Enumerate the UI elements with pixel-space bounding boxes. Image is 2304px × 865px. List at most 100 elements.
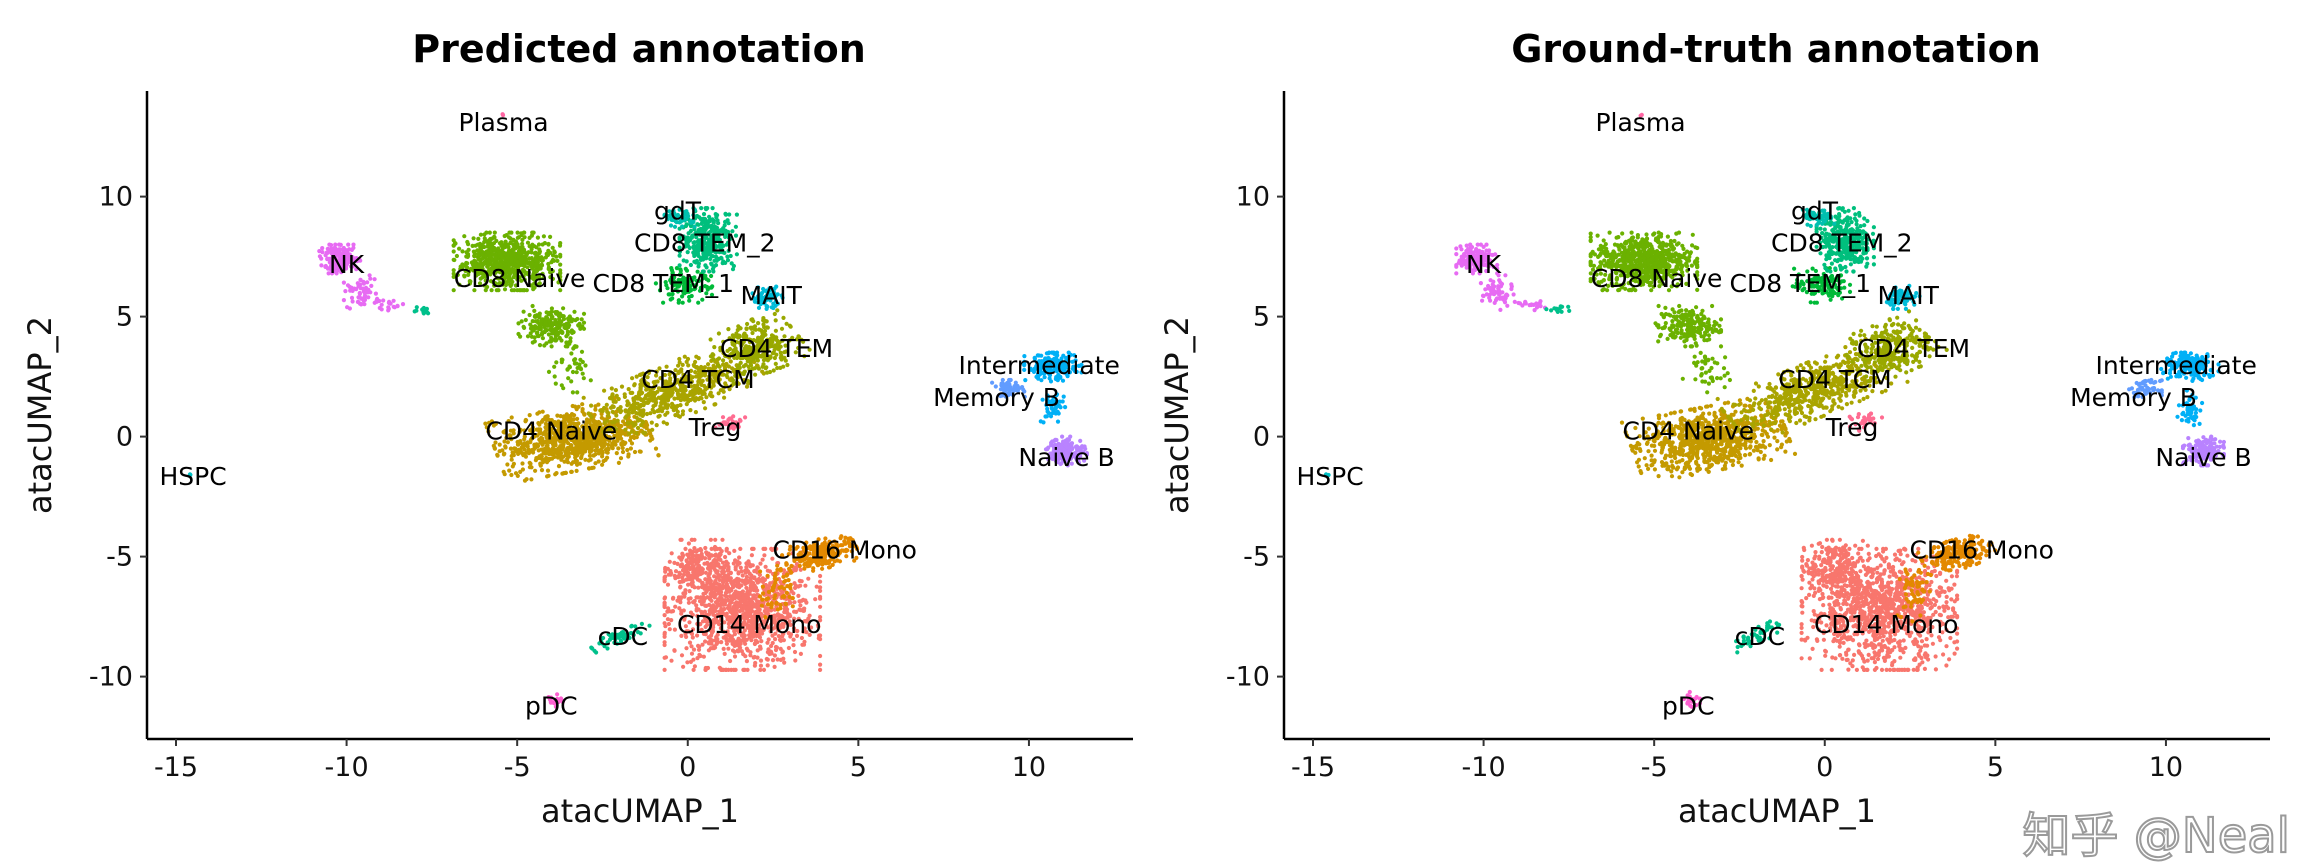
point-cd14-mono (769, 626, 774, 631)
point-cd14-mono (738, 565, 743, 570)
point-cd14-mono (699, 602, 705, 607)
point-cd8-naive (505, 255, 510, 260)
point-cd14-mono (713, 537, 718, 542)
point-cd8-tem-2 (710, 206, 715, 211)
point-cd16-mono (782, 586, 787, 591)
point-cd14-mono (715, 599, 720, 605)
point-cd14-mono (735, 605, 740, 610)
point-cd14-mono (767, 651, 772, 657)
point-cd14-mono (762, 553, 767, 558)
point-cd4-naive (565, 460, 571, 465)
point-cd14-mono (742, 616, 747, 621)
point-cd14-mono (715, 632, 720, 637)
point-cd14-mono (715, 619, 720, 624)
point-cd4-naive (578, 446, 583, 452)
point-cd14-mono (736, 649, 741, 654)
point-cd8-naive (464, 254, 469, 259)
point-cd16-mono (773, 571, 778, 576)
point-cd8-naive (563, 344, 568, 349)
point-cd4-naive (515, 473, 520, 478)
point-cd8-naive (494, 238, 499, 243)
point-cd8-naive (566, 316, 571, 321)
point-cd14-mono (769, 622, 774, 627)
point-cd14-mono (792, 581, 797, 586)
point-cd14-mono (818, 588, 823, 594)
point-cd14-mono (689, 644, 694, 649)
point-cd14-mono (801, 597, 806, 603)
point-cd8-naive (500, 255, 505, 260)
point-cd14-mono (791, 626, 797, 631)
point-cd4-naive (587, 453, 593, 458)
point-cd4-tcm (634, 415, 639, 420)
point-cd4-tem (761, 322, 766, 327)
point-cd4-naive (589, 448, 594, 453)
point-cd14-mono (689, 556, 694, 561)
point-cd4-naive (619, 442, 625, 447)
point-cd8-naive (490, 236, 495, 241)
point-cd14-mono (818, 653, 823, 659)
point-cd4-naive (623, 432, 628, 437)
point-cd4-naive (625, 447, 630, 453)
point-cd14-mono (741, 623, 746, 628)
point-cd8-naive (540, 336, 546, 341)
point-cd14-mono (757, 635, 763, 640)
point-cd8-naive (549, 344, 554, 349)
point-cd14-mono (765, 663, 770, 668)
point-cd14-mono (695, 595, 701, 600)
point-cd14-mono (748, 576, 753, 581)
point-cd14-mono (790, 551, 795, 556)
point-cd8-naive (571, 330, 576, 335)
point-cd8-naive (466, 242, 471, 247)
point-cd14-mono (751, 593, 756, 598)
point-cd4-tem (773, 328, 779, 333)
point-cd14-mono (689, 537, 695, 542)
point-cd14-mono (721, 635, 726, 640)
point-cd4-naive (529, 477, 534, 482)
point-cd14-mono (722, 620, 727, 625)
point-cd14-mono (754, 605, 760, 610)
point-cd14-mono (765, 657, 770, 662)
point-cd4-tcm (688, 408, 693, 413)
point-cd14-mono (705, 560, 710, 566)
point-cd14-mono (744, 585, 749, 591)
point-cd14-mono (747, 629, 753, 634)
point-cd14-mono (683, 546, 688, 552)
point-cd8-tem-2 (712, 258, 717, 263)
point-cd14-mono (691, 564, 696, 569)
point-cd14-mono (758, 622, 763, 627)
point-cd14-mono (703, 619, 709, 624)
point-cd14-mono (731, 581, 736, 587)
point-cd14-mono (737, 592, 742, 597)
point-cd14-mono (689, 581, 695, 586)
point-cd14-mono (779, 616, 784, 622)
point-cd14-mono (688, 630, 694, 635)
point-cd14-mono (770, 547, 775, 553)
point-cd14-mono (703, 632, 708, 637)
point-cd14-mono (718, 603, 723, 608)
point-cd14-mono (736, 570, 741, 575)
point-cd8-naive (525, 240, 531, 245)
point-cd14-mono (745, 595, 751, 600)
point-cd8-naive (531, 327, 536, 332)
point-cd4-naive (614, 451, 619, 456)
point-cd14-mono (741, 636, 747, 641)
point-cd8-tem-1 (700, 297, 705, 302)
point-cd14-mono (665, 582, 671, 587)
point-cd14-mono (678, 584, 683, 589)
point-cd14-mono (717, 573, 722, 579)
point-cd14-mono (707, 612, 712, 617)
point-cd8-naive (532, 339, 537, 344)
point-cd14-mono (773, 620, 778, 625)
point-cd14-mono (782, 607, 787, 612)
point-cd14-mono (672, 648, 677, 653)
point-cd14-mono (724, 638, 729, 643)
point-cd14-mono (686, 560, 691, 566)
point-cd14-mono (669, 571, 674, 576)
point-cd8-naive (550, 321, 555, 326)
point-cd14-mono (798, 567, 803, 572)
point-cd16-mono (784, 590, 790, 596)
point-cd14-mono (725, 561, 730, 566)
point-cd4-tcm (631, 408, 637, 413)
point-cd14-mono (681, 579, 686, 584)
point-cd8-tem-2 (720, 261, 725, 266)
